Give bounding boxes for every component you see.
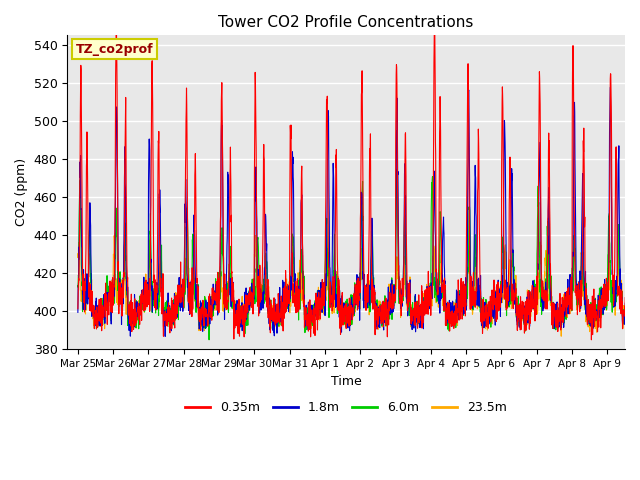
0.35m [252,145,260,151]
6.0m [205,337,213,343]
0.35m [394,254,402,260]
6.0m [631,307,639,312]
1.8m [253,196,260,202]
1.8m [639,295,640,301]
6.0m [563,300,570,306]
23.5m [639,288,640,294]
23.5m [252,260,260,265]
1.8m [161,334,169,339]
6.0m [395,278,403,284]
0.35m [431,3,438,9]
6.0m [639,291,640,297]
6.0m [253,270,260,276]
6.0m [531,308,539,314]
0.35m [631,306,639,312]
23.5m [131,310,138,315]
6.0m [393,166,401,172]
6.0m [74,283,82,288]
0.35m [531,286,538,291]
Y-axis label: CO2 (ppm): CO2 (ppm) [15,158,28,227]
23.5m [394,270,402,276]
0.35m [639,299,640,304]
23.5m [557,333,565,339]
23.5m [571,229,579,235]
X-axis label: Time: Time [331,374,362,387]
Title: Tower CO2 Profile Concentrations: Tower CO2 Profile Concentrations [218,15,474,30]
23.5m [531,308,538,313]
Line: 23.5m: 23.5m [78,232,640,336]
1.8m [563,307,570,312]
6.0m [131,314,138,320]
1.8m [131,324,138,330]
0.35m [588,337,595,343]
23.5m [631,298,639,303]
Line: 6.0m: 6.0m [78,169,640,340]
0.35m [131,321,138,326]
0.35m [563,313,570,319]
1.8m [607,84,614,90]
Text: TZ_co2prof: TZ_co2prof [76,43,153,56]
Legend: 0.35m, 1.8m, 6.0m, 23.5m: 0.35m, 1.8m, 6.0m, 23.5m [180,396,512,420]
1.8m [394,229,402,235]
Line: 1.8m: 1.8m [78,87,640,336]
Line: 0.35m: 0.35m [78,6,640,340]
23.5m [74,254,82,260]
0.35m [74,306,82,312]
1.8m [631,296,639,302]
1.8m [74,310,82,315]
1.8m [531,300,538,306]
23.5m [563,312,570,318]
